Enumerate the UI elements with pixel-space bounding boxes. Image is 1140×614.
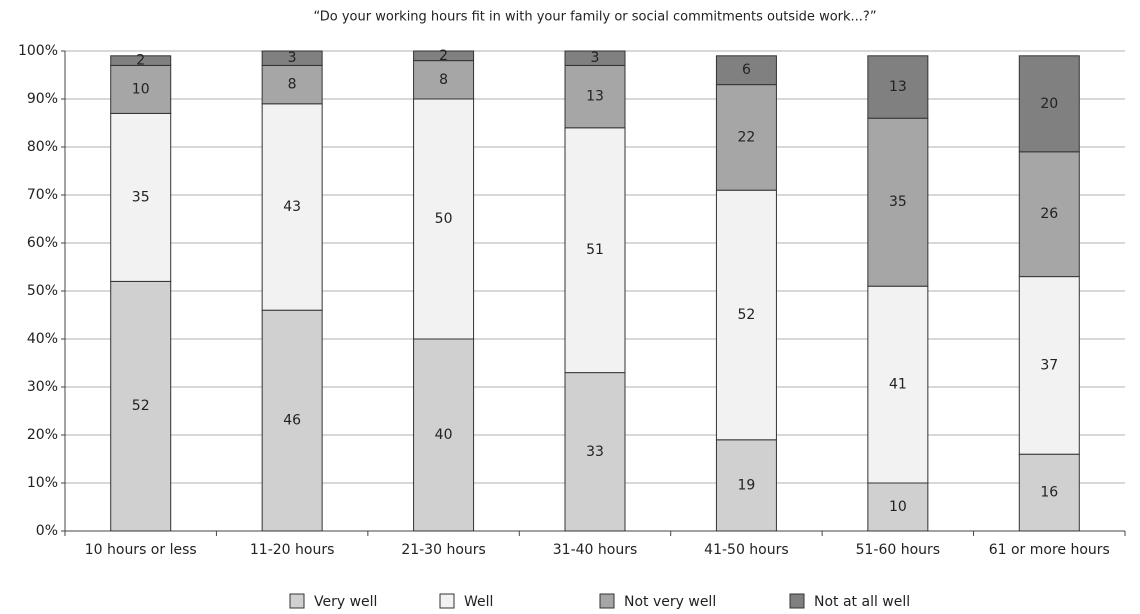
- bar-segment: [261, 309, 323, 532]
- y-tick-label: 50%: [27, 283, 58, 299]
- x-tick-label: 11-20 hours: [250, 542, 335, 558]
- bar-segment: [1018, 151, 1080, 278]
- x-tick-label: 10 hours or less: [85, 542, 197, 558]
- data-label: 3: [591, 50, 600, 66]
- legend-swatch: [289, 593, 305, 609]
- bar-segment: [564, 64, 626, 129]
- bar-segment: [564, 127, 626, 374]
- data-label: 2: [136, 53, 145, 69]
- bar-segment: [110, 55, 172, 66]
- bar-segment: [564, 372, 626, 532]
- y-tick-label: 0%: [36, 523, 58, 539]
- bar-segment: [261, 103, 323, 311]
- data-label: 33: [586, 444, 604, 460]
- y-tick-label: 40%: [27, 331, 58, 347]
- bar-segment: [413, 338, 475, 532]
- data-label: 35: [132, 189, 150, 205]
- y-tick-label: 30%: [27, 379, 58, 395]
- data-label: 37: [1040, 357, 1058, 373]
- data-label: 46: [283, 413, 301, 429]
- data-label: 26: [1040, 206, 1058, 222]
- x-tick-label: 51-60 hours: [856, 542, 941, 558]
- data-label: 22: [738, 129, 756, 145]
- bar-segment: [110, 112, 172, 282]
- legend-swatch: [599, 593, 615, 609]
- data-label: 50: [435, 211, 453, 227]
- bar-segment: [413, 50, 475, 62]
- bar-segment: [715, 84, 777, 191]
- y-tick-label: 70%: [27, 187, 58, 203]
- x-tick-label: 41-50 hours: [704, 542, 789, 558]
- data-label: 19: [738, 477, 756, 493]
- legend-swatch: [789, 593, 805, 609]
- data-label: 13: [889, 79, 907, 95]
- data-label: 8: [439, 72, 448, 88]
- data-label: 40: [435, 427, 453, 443]
- legend-label: Not at all well: [814, 594, 910, 610]
- data-label: 16: [1040, 485, 1058, 501]
- bar-segment: [867, 285, 929, 484]
- data-label: 35: [889, 194, 907, 210]
- legend-label: Very well: [314, 594, 377, 610]
- bar-segment: [1018, 453, 1080, 532]
- data-label: 3: [288, 50, 297, 66]
- bar-segment: [1018, 276, 1080, 455]
- data-label: 52: [738, 307, 756, 323]
- bar-segment: [867, 55, 929, 119]
- data-label: 51: [586, 242, 604, 258]
- data-label: 52: [132, 398, 150, 414]
- data-label: 43: [283, 199, 301, 215]
- chart-title: “Do your working hours fit in with your …: [313, 10, 876, 25]
- legend-label: Well: [464, 594, 493, 610]
- y-tick-label: 90%: [27, 91, 58, 107]
- bar-segment: [110, 280, 172, 532]
- legend-swatch: [439, 593, 455, 609]
- data-label: 6: [742, 62, 751, 78]
- bar-segment: [110, 64, 172, 114]
- bar-segment: [715, 439, 777, 532]
- bar-segment: [413, 60, 475, 100]
- y-tick-label: 10%: [27, 475, 58, 491]
- bar-segment: [261, 64, 323, 105]
- bar-segment: [261, 50, 323, 66]
- x-tick-label: 21-30 hours: [401, 542, 486, 558]
- bar-segment: [413, 98, 475, 340]
- y-tick-label: 60%: [27, 235, 58, 251]
- bar-segment: [715, 189, 777, 441]
- data-label: 20: [1040, 96, 1058, 112]
- data-label: 2: [439, 48, 448, 64]
- data-label: 10: [889, 499, 907, 515]
- data-label: 8: [288, 77, 297, 93]
- x-tick-label: 31-40 hours: [553, 542, 638, 558]
- y-tick-label: 100%: [18, 43, 58, 59]
- legend-label: Not very well: [624, 594, 716, 610]
- bar-segment: [1018, 55, 1080, 153]
- data-label: 13: [586, 89, 604, 105]
- y-tick-label: 20%: [27, 427, 58, 443]
- y-tick-label: 80%: [27, 139, 58, 155]
- bar-segment: [715, 55, 777, 86]
- data-label: 10: [132, 81, 150, 97]
- bar-segment: [867, 117, 929, 287]
- data-label: 41: [889, 377, 907, 393]
- x-tick-label: 61 or more hours: [989, 542, 1110, 558]
- bar-segment: [564, 50, 626, 66]
